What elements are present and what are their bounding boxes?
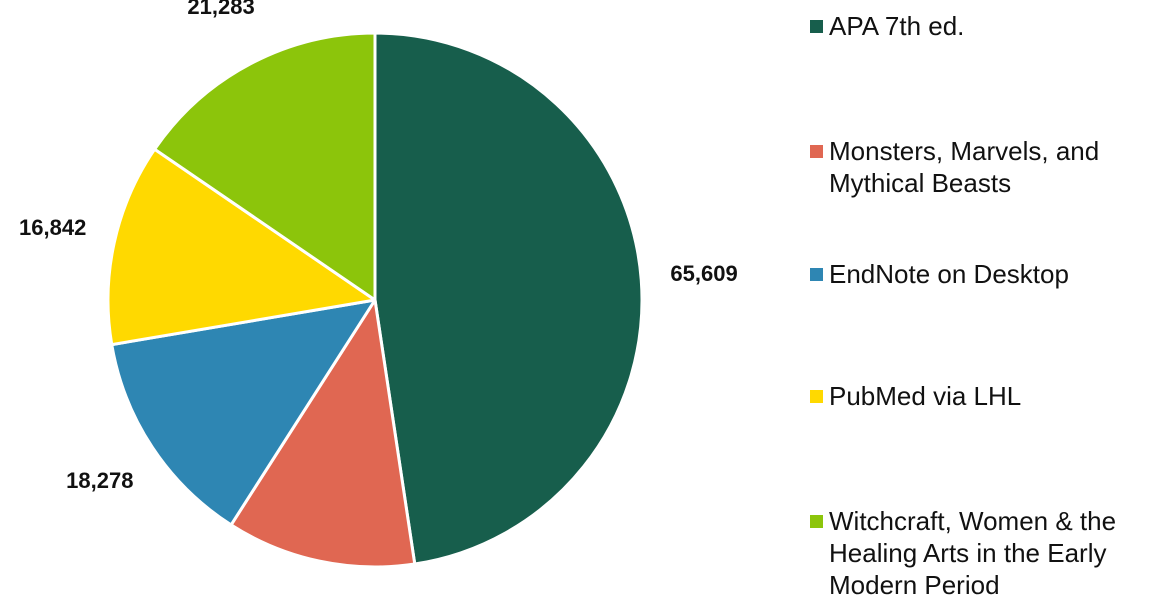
value-label: 21,283 bbox=[187, 0, 254, 19]
legend-swatch bbox=[810, 268, 823, 281]
value-label: 16,842 bbox=[19, 215, 86, 240]
pie-slice bbox=[153, 31, 377, 302]
legend-swatch bbox=[810, 515, 823, 528]
legend-swatch bbox=[810, 145, 823, 158]
legend-item: EndNote on Desktop bbox=[810, 258, 1170, 290]
legend-label: APA 7th ed. bbox=[829, 11, 965, 41]
value-label: 18,278 bbox=[66, 468, 133, 493]
pie-slice bbox=[373, 31, 644, 566]
legend-item: APA 7th ed. bbox=[810, 10, 1170, 42]
legend-swatch bbox=[810, 20, 823, 33]
pie-slice bbox=[110, 298, 377, 527]
legend-label: Monsters, Marvels, and Mythical Beasts bbox=[829, 136, 1100, 198]
legend-label: EndNote on Desktop bbox=[829, 259, 1069, 289]
legend-item: Monsters, Marvels, and Mythical Beasts bbox=[810, 135, 1170, 199]
legend-item: Witchcraft, Women & the Healing Arts in … bbox=[810, 505, 1170, 601]
legend-item: PubMed via LHL bbox=[810, 380, 1170, 412]
legend-swatch bbox=[810, 390, 823, 403]
pie-slice bbox=[229, 298, 417, 569]
legend-label: PubMed via LHL bbox=[829, 381, 1022, 411]
legend-label: Witchcraft, Women & the Healing Arts in … bbox=[829, 506, 1117, 600]
value-label: 65,609 bbox=[670, 261, 737, 286]
pie-slice bbox=[106, 147, 377, 347]
